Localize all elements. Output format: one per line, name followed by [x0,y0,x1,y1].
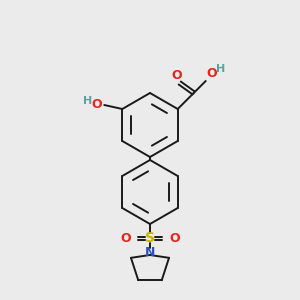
Text: O: O [171,69,182,82]
Text: N: N [145,245,155,259]
Text: H: H [83,96,92,106]
Text: O: O [169,232,180,244]
Text: S: S [145,231,155,245]
Text: O: O [207,67,217,80]
Text: H: H [216,64,225,74]
Text: O: O [120,232,131,244]
Text: O: O [92,98,102,112]
